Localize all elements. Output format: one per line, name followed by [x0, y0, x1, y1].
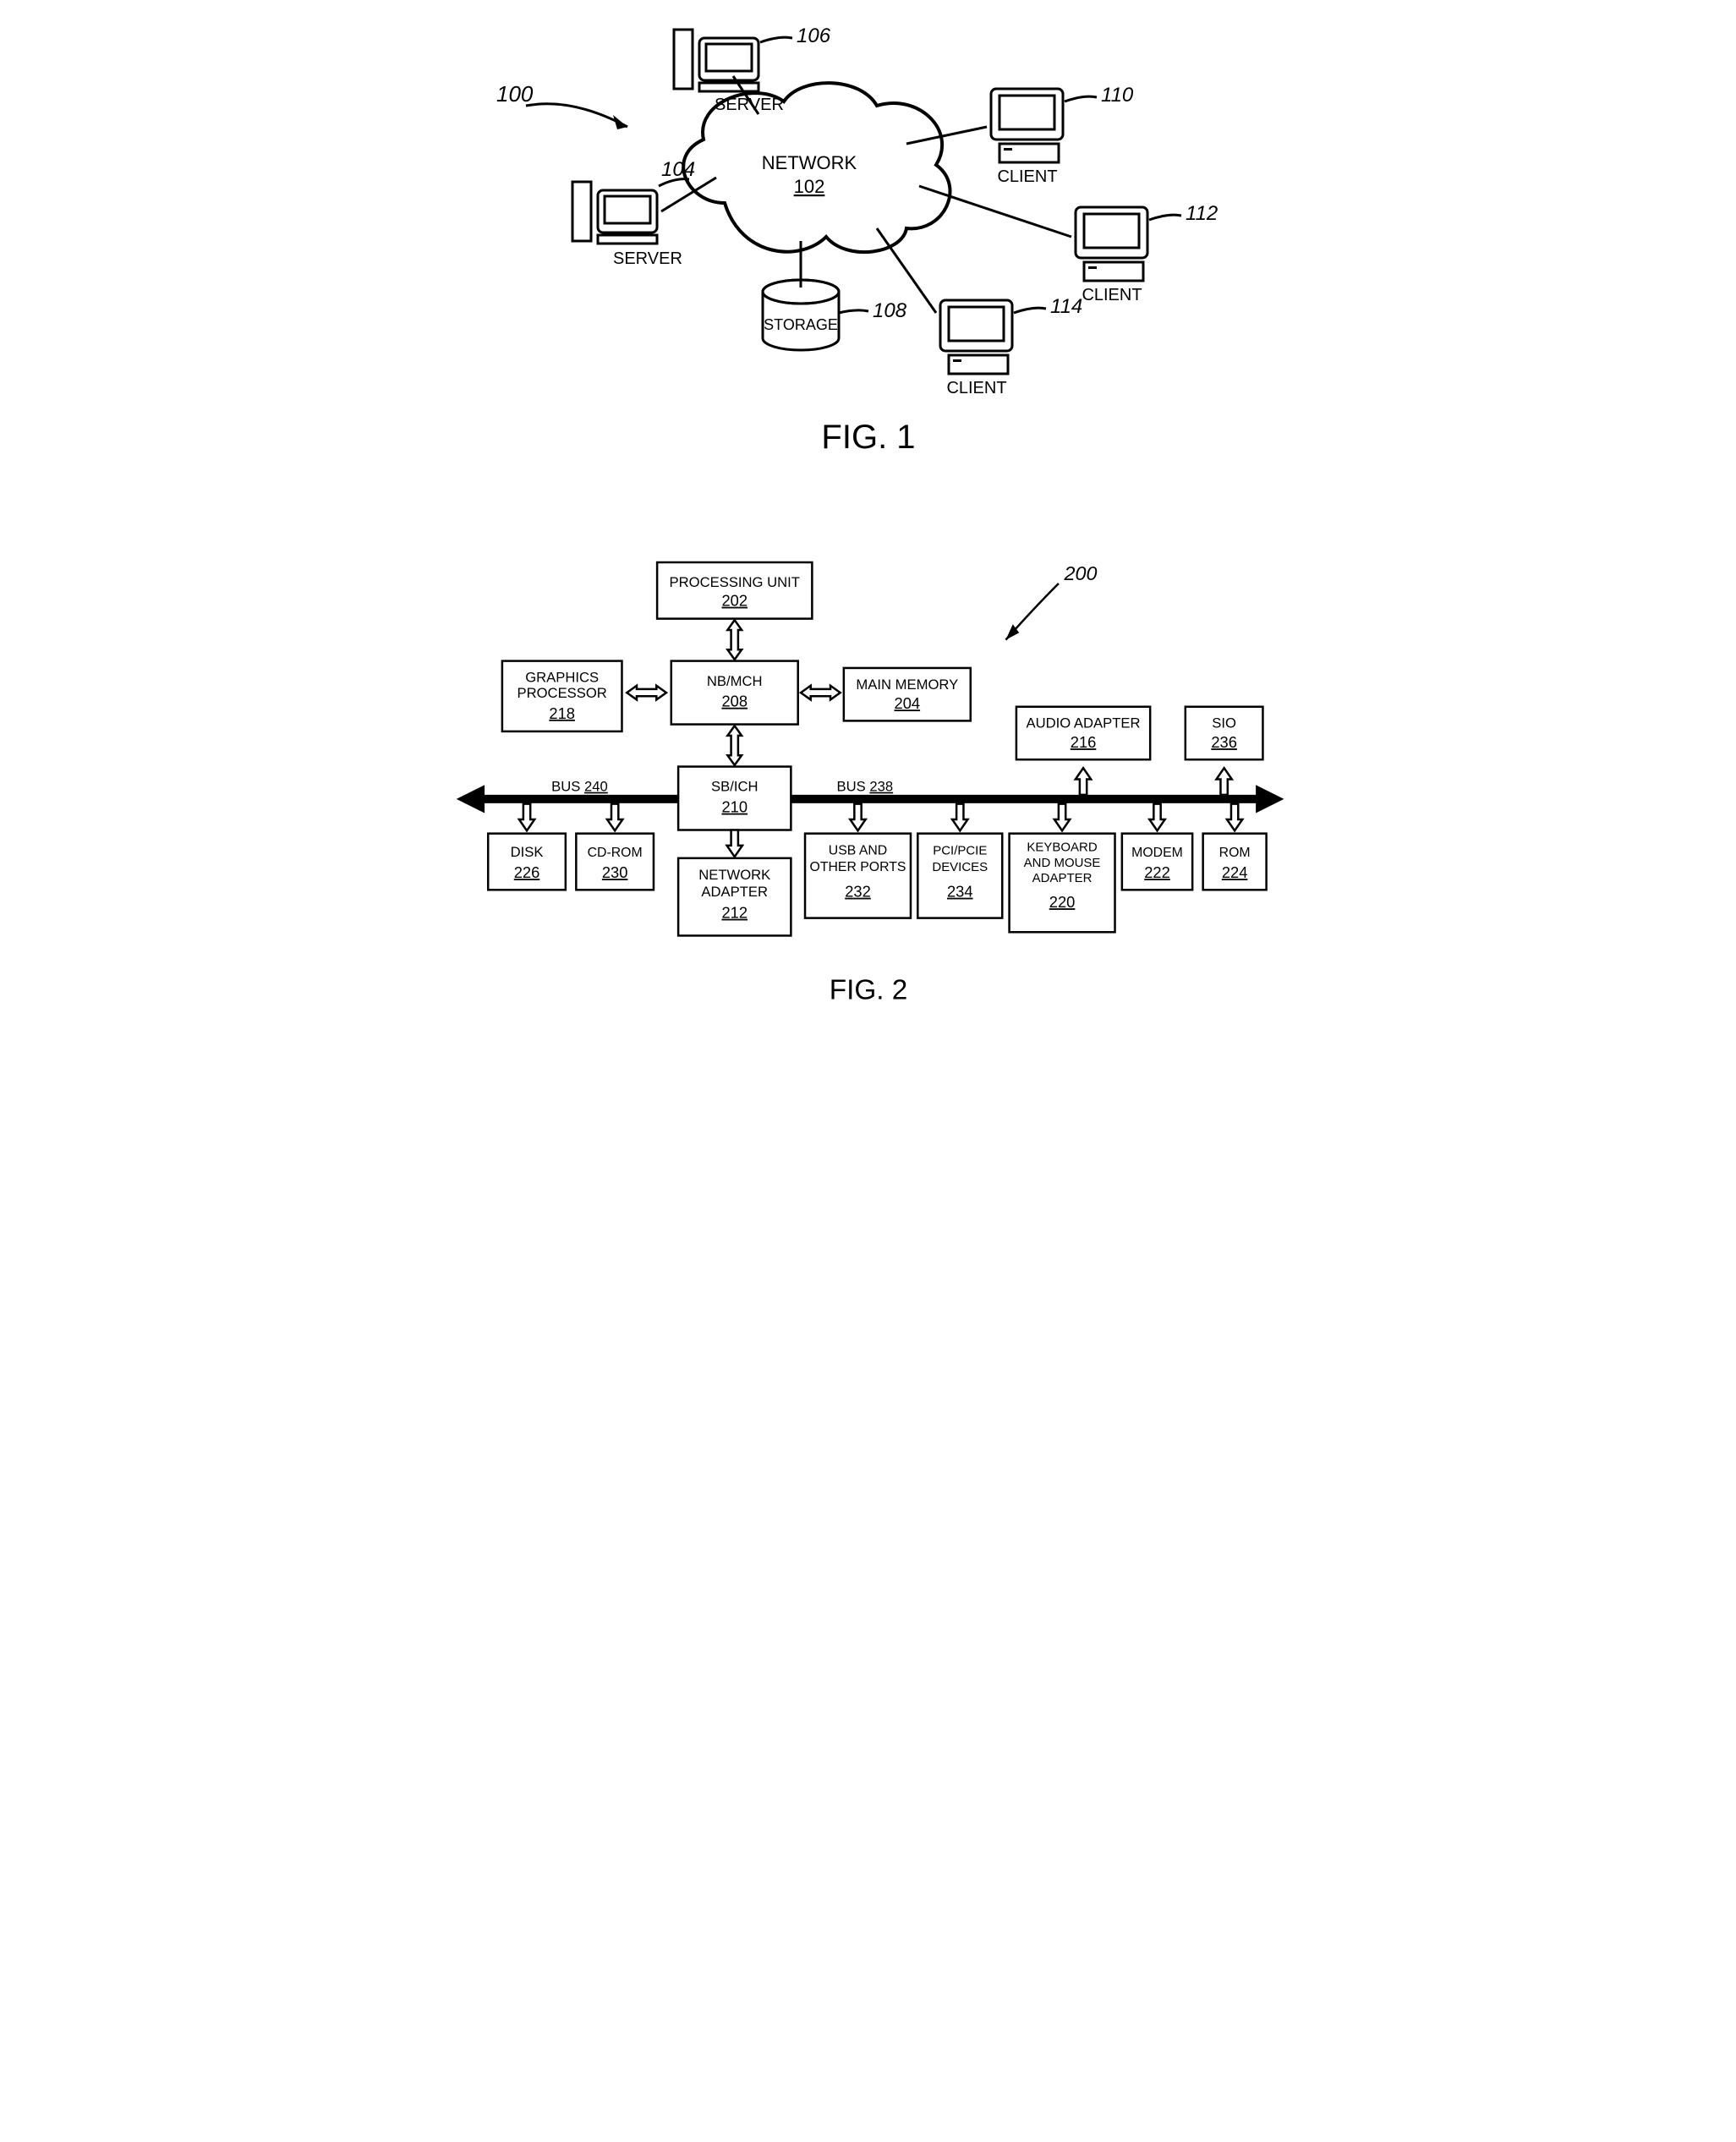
ref-114: 114: [1050, 295, 1082, 318]
client-110: CLIENT 110: [991, 84, 1134, 186]
svg-text:GRAPHICS: GRAPHICS: [525, 670, 599, 686]
mainmem-label: MAIN MEMORY: [856, 677, 958, 693]
rom-label: ROM: [1218, 846, 1250, 860]
block-pci: PCI/PCIE DEVICES 234: [917, 834, 1002, 918]
ref-226: 226: [513, 863, 539, 881]
sio-label: SIO: [1212, 715, 1236, 731]
block-modem: MODEM 222: [1121, 834, 1191, 890]
block-net-adapter: NETWORK ADAPTER 212: [678, 858, 791, 936]
ref-210: 210: [721, 798, 748, 816]
cdrom-label: CD-ROM: [587, 846, 642, 860]
ref-108: 108: [873, 299, 907, 322]
ref-200: 200: [1063, 562, 1097, 584]
ref-220: 220: [1049, 893, 1075, 911]
network-label: NETWORK: [761, 152, 857, 173]
ref-218: 218: [549, 704, 575, 722]
storage-label: STORAGE: [764, 316, 838, 333]
client-110-label: CLIENT: [997, 167, 1057, 186]
block-disk: DISK 226: [488, 834, 566, 890]
server-104-label: SERVER: [613, 249, 682, 268]
bus-238: BUS 238: [791, 779, 1284, 814]
ref-102: 102: [793, 176, 824, 197]
fig1-system-ref-arrow: 100: [496, 81, 627, 129]
svg-text:PCI/PCIE: PCI/PCIE: [933, 844, 987, 858]
ref-232: 232: [845, 883, 871, 901]
block-audio: AUDIO ADAPTER 216: [1016, 707, 1149, 759]
ref-212: 212: [721, 904, 748, 922]
client-114: CLIENT 114: [940, 295, 1082, 397]
ref-234: 234: [946, 883, 972, 901]
block-usb: USB AND OTHER PORTS 232: [805, 834, 911, 918]
disk-label: DISK: [510, 844, 543, 860]
block-nb-mch: NB/MCH 208: [671, 661, 797, 725]
nbmch-label: NB/MCH: [706, 673, 762, 689]
svg-text:PROCESSOR: PROCESSOR: [517, 685, 606, 701]
ref-230: 230: [601, 863, 627, 881]
figure-2: 200 PROCESSING UNIT 202 NB/MCH 208 GRAPH…: [446, 541, 1291, 1119]
svg-text:ADAPTER: ADAPTER: [701, 884, 768, 900]
ref-208: 208: [721, 693, 748, 710]
ref-202: 202: [721, 592, 748, 610]
processing-unit-label: PROCESSING UNIT: [669, 574, 799, 590]
block-kbms: KEYBOARD AND MOUSE ADAPTER 220: [1009, 834, 1114, 933]
ref-110: 110: [1101, 84, 1134, 107]
ref-236: 236: [1211, 733, 1237, 751]
svg-text:AND MOUSE: AND MOUSE: [1023, 856, 1100, 870]
ref-112: 112: [1186, 202, 1218, 225]
ref-104: 104: [661, 158, 695, 181]
bus-240: BUS 240: [456, 779, 677, 814]
block-sio: SIO 236: [1185, 707, 1262, 759]
ref-216: 216: [1070, 733, 1096, 751]
client-112: CLIENT 112: [1076, 202, 1218, 304]
fig2-title: FIG. 2: [829, 974, 907, 1005]
svg-text:ADAPTER: ADAPTER: [1032, 871, 1092, 885]
server-106: SERVER 106: [674, 25, 831, 114]
modem-label: MODEM: [1131, 846, 1183, 860]
storage-108: STORAGE 108: [763, 280, 907, 350]
ref-106: 106: [797, 25, 831, 47]
server-106-label: SERVER: [715, 96, 784, 114]
audio-label: AUDIO ADAPTER: [1026, 715, 1140, 731]
block-graphics: GRAPHICS PROCESSOR 218: [501, 661, 622, 731]
block-rom: ROM 224: [1202, 834, 1266, 890]
server-104: SERVER 104: [572, 158, 695, 268]
svg-text:BUS 240: BUS 240: [551, 779, 608, 795]
block-main-memory: MAIN MEMORY 204: [843, 668, 970, 720]
ref-100: 100: [496, 81, 534, 107]
client-112-label: CLIENT: [1082, 286, 1142, 304]
ref-204: 204: [894, 694, 920, 712]
fig2-system-ref-arrow: 200: [1005, 562, 1097, 640]
block-sb-ich: SB/ICH 210: [678, 767, 791, 830]
svg-text:DEVICES: DEVICES: [932, 860, 988, 874]
svg-text:KEYBOARD: KEYBOARD: [1027, 840, 1097, 854]
block-cdrom: CD-ROM 230: [576, 834, 654, 890]
sbich-label: SB/ICH: [711, 779, 758, 795]
figure-1: 100 NETWORK 102 SERVER 106 SERVER 104 ST: [446, 17, 1291, 541]
block-processing-unit: PROCESSING UNIT 202: [657, 562, 812, 619]
svg-text:OTHER PORTS: OTHER PORTS: [809, 860, 906, 874]
client-114-label: CLIENT: [946, 379, 1006, 397]
svg-text:BUS 238: BUS 238: [836, 779, 893, 795]
svg-text:USB AND: USB AND: [828, 844, 886, 858]
ref-222: 222: [1144, 863, 1170, 881]
fig1-title: FIG. 1: [821, 419, 915, 456]
svg-text:NETWORK: NETWORK: [698, 867, 770, 883]
ref-224: 224: [1221, 863, 1247, 881]
